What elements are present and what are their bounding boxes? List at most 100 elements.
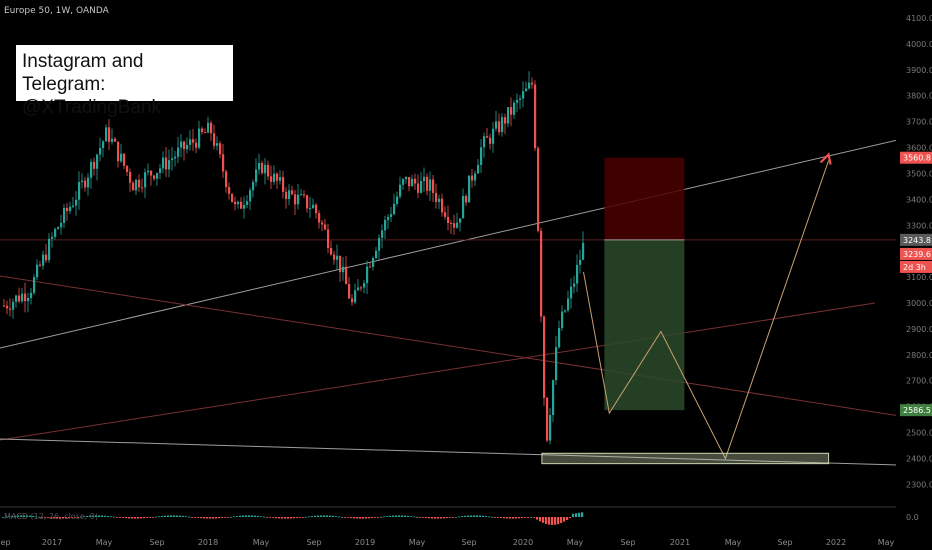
candle-body[interactable]	[456, 222, 459, 228]
candle-body[interactable]	[561, 311, 564, 328]
candle-body[interactable]	[93, 161, 96, 169]
candle-body[interactable]	[492, 128, 495, 144]
candle-body[interactable]	[564, 310, 567, 312]
candle-body[interactable]	[306, 195, 309, 209]
falling-trendline[interactable]	[0, 275, 901, 417]
candle-body[interactable]	[471, 175, 474, 181]
candle-body[interactable]	[294, 194, 297, 205]
support-zone-box[interactable]	[541, 452, 830, 465]
candle-body[interactable]	[282, 177, 285, 192]
candle-body[interactable]	[369, 266, 372, 268]
candle-body[interactable]	[6, 305, 9, 309]
candle-body[interactable]	[135, 179, 138, 191]
candle-body[interactable]	[324, 224, 327, 230]
candle-body[interactable]	[447, 216, 450, 223]
candle-body[interactable]	[444, 212, 447, 217]
candle-body[interactable]	[372, 258, 375, 267]
candle-body[interactable]	[495, 121, 498, 129]
candle-body[interactable]	[198, 128, 201, 148]
candle-body[interactable]	[129, 171, 132, 183]
candle-body[interactable]	[312, 204, 315, 209]
candle-body[interactable]	[435, 192, 438, 202]
candle-body[interactable]	[489, 137, 492, 144]
candle-body[interactable]	[114, 138, 117, 142]
candle-body[interactable]	[501, 117, 504, 133]
candle-body[interactable]	[201, 128, 204, 133]
candle-body[interactable]	[48, 238, 51, 261]
candle-body[interactable]	[210, 122, 213, 134]
candle-body[interactable]	[270, 176, 273, 182]
candle-body[interactable]	[75, 199, 78, 206]
candle-body[interactable]	[513, 102, 516, 115]
candle-body[interactable]	[414, 178, 417, 184]
base-support-line[interactable]	[0, 438, 932, 467]
candle-body[interactable]	[102, 141, 105, 148]
candle-body[interactable]	[156, 172, 159, 179]
candle-body[interactable]	[54, 229, 57, 237]
candle-body[interactable]	[240, 201, 243, 209]
candle-body[interactable]	[567, 298, 570, 311]
candle-body[interactable]	[417, 183, 420, 193]
candle-body[interactable]	[30, 292, 33, 299]
lower-channel-line[interactable]	[0, 302, 876, 441]
candle-body[interactable]	[150, 170, 153, 176]
candle-body[interactable]	[393, 203, 396, 215]
candle-body[interactable]	[396, 196, 399, 204]
candle-body[interactable]	[519, 98, 522, 100]
candle-body[interactable]	[525, 88, 528, 92]
candle-body[interactable]	[249, 190, 252, 202]
candle-body[interactable]	[267, 164, 270, 177]
candle-body[interactable]	[354, 290, 357, 303]
candle-body[interactable]	[141, 187, 144, 189]
candle-body[interactable]	[579, 259, 582, 265]
candle-body[interactable]	[516, 99, 519, 103]
candle-body[interactable]	[39, 264, 42, 266]
candle-body[interactable]	[258, 163, 261, 170]
candle-body[interactable]	[87, 177, 90, 188]
candle-body[interactable]	[33, 277, 36, 293]
candle-body[interactable]	[366, 266, 369, 284]
candle-body[interactable]	[465, 195, 468, 203]
candle-body[interactable]	[486, 136, 489, 138]
candle-body[interactable]	[45, 254, 48, 261]
candle-body[interactable]	[303, 194, 306, 196]
candle-body[interactable]	[537, 148, 540, 231]
candle-body[interactable]	[171, 158, 174, 161]
candle-body[interactable]	[234, 201, 237, 205]
candle-body[interactable]	[231, 193, 234, 202]
candle-body[interactable]	[381, 230, 384, 238]
candle-body[interactable]	[192, 139, 195, 143]
candle-body[interactable]	[36, 264, 39, 278]
candle-body[interactable]	[216, 143, 219, 146]
candle-body[interactable]	[327, 229, 330, 249]
stop-loss-zone[interactable]	[604, 157, 685, 240]
candle-body[interactable]	[132, 182, 135, 191]
candle-body[interactable]	[333, 254, 336, 260]
candle-body[interactable]	[462, 195, 465, 219]
candle-body[interactable]	[390, 214, 393, 217]
candle-body[interactable]	[576, 264, 579, 284]
candle-body[interactable]	[78, 182, 81, 200]
candle-body[interactable]	[363, 283, 366, 288]
candle-body[interactable]	[321, 222, 324, 225]
candle-body[interactable]	[195, 142, 198, 148]
candle-body[interactable]	[105, 127, 108, 142]
candle-body[interactable]	[531, 82, 534, 85]
candle-body[interactable]	[159, 168, 162, 173]
candle-body[interactable]	[147, 170, 150, 173]
candle-body[interactable]	[246, 201, 249, 205]
candle-body[interactable]	[117, 141, 120, 162]
price-axis[interactable]: 4100.0 4000.0 3900.0 3800.0 3700.0 3600.0 3500…	[896, 0, 932, 550]
candle-body[interactable]	[165, 157, 168, 170]
candle-body[interactable]	[399, 184, 402, 197]
candle-body[interactable]	[72, 205, 75, 207]
candle-body[interactable]	[477, 164, 480, 174]
candle-body[interactable]	[111, 138, 114, 142]
candle-body[interactable]	[63, 207, 66, 223]
candle-body[interactable]	[405, 176, 408, 180]
candle-body[interactable]	[330, 248, 333, 255]
candle-body[interactable]	[276, 173, 279, 181]
candle-body[interactable]	[573, 283, 576, 287]
candle-body[interactable]	[255, 169, 258, 183]
